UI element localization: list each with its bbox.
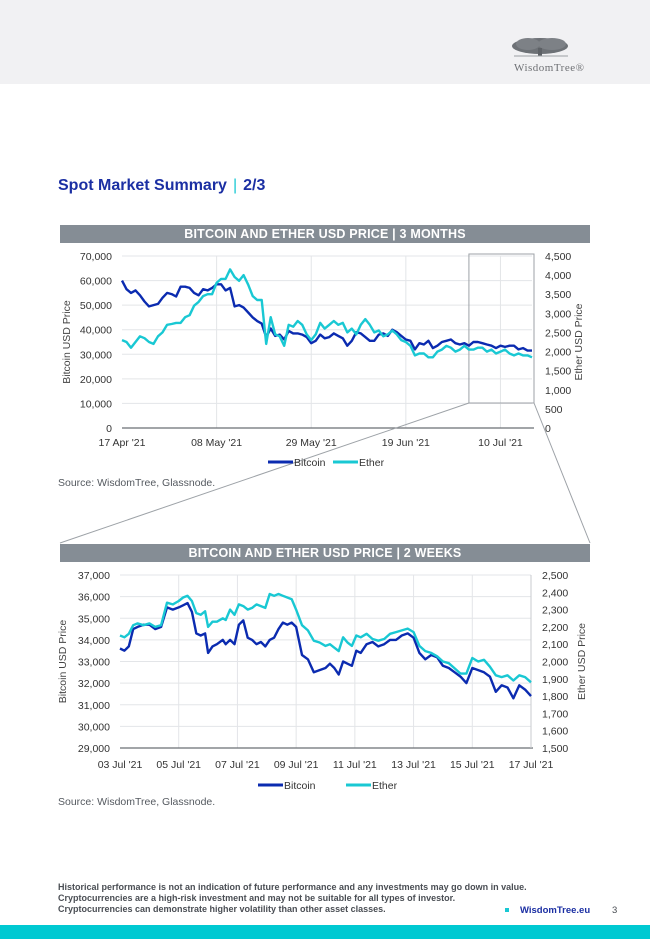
zoom-connector-left <box>59 402 470 544</box>
series-line-ether <box>119 592 532 684</box>
footer-band <box>0 925 650 939</box>
y-tick-label: 40,000 <box>80 325 112 337</box>
y-tick-label: 10,000 <box>80 398 112 410</box>
y-tick-label: 20,000 <box>80 374 112 386</box>
legend-label-bitcoin: Bitcoin <box>284 780 316 792</box>
y-right-tick-label: 2,400 <box>542 587 568 599</box>
x-tick-label: 17 Apr '21 <box>99 437 146 449</box>
chart1-source: Source: WisdomTree, Glassnode. <box>58 477 216 489</box>
zoom-connector-right <box>533 402 591 544</box>
y-right-tick-label: 0 <box>545 423 551 435</box>
y-tick-label: 0 <box>106 423 112 435</box>
y-tick-label: 35,000 <box>78 613 110 625</box>
zoom-region-box <box>468 253 535 404</box>
disclaimer-line: Cryptocurrencies can demonstrate higher … <box>58 904 386 914</box>
y-tick-label: 70,000 <box>80 251 112 263</box>
x-tick-label: 19 Jun '21 <box>382 437 430 449</box>
y-right-axis-title: Ether USD Price <box>573 303 585 380</box>
y-tick-label: 32,000 <box>78 678 110 690</box>
y-tick-label: 30,000 <box>80 349 112 361</box>
x-tick-label: 15 Jul '21 <box>450 759 495 771</box>
y-right-tick-label: 1,500 <box>542 743 568 755</box>
footer-bullet-icon <box>505 908 509 912</box>
x-tick-label: 29 May '21 <box>286 437 337 449</box>
y-right-tick-label: 2,200 <box>542 622 568 634</box>
y-axis-title: Bitcoin USD Price <box>57 620 69 704</box>
page-fraction: 2/3 <box>243 177 266 194</box>
y-tick-label: 37,000 <box>78 570 110 582</box>
y-right-tick-label: 2,100 <box>542 639 568 651</box>
x-tick-label: 03 Jul '21 <box>98 759 143 771</box>
y-right-tick-label: 3,000 <box>545 308 571 320</box>
wisdomtree-link[interactable]: WisdomTree.eu <box>520 905 591 916</box>
page-title-main: Spot Market Summary <box>58 177 227 194</box>
y-tick-label: 34,000 <box>78 635 110 647</box>
chart1-heading: BITCOIN AND ETHER USD PRICE | 3 MONTHS <box>60 225 590 243</box>
y-right-axis-title: Ether USD Price <box>576 623 588 700</box>
x-tick-label: 09 Jul '21 <box>274 759 319 771</box>
y-right-tick-label: 2,500 <box>542 570 568 582</box>
y-right-tick-label: 1,000 <box>545 385 571 397</box>
x-tick-label: 08 May '21 <box>191 437 242 449</box>
y-tick-label: 36,000 <box>78 592 110 604</box>
y-tick-label: 60,000 <box>80 276 112 288</box>
y-right-tick-label: 1,700 <box>542 708 568 720</box>
y-axis-title: Bitcoin USD Price <box>61 300 73 384</box>
x-tick-label: 17 Jul '21 <box>509 759 554 771</box>
y-right-tick-label: 3,500 <box>545 289 571 301</box>
page-number: 3 <box>612 905 618 916</box>
y-right-tick-label: 500 <box>545 404 563 416</box>
x-tick-label: 11 Jul '21 <box>333 759 377 771</box>
tree-icon <box>512 38 568 57</box>
y-right-tick-label: 4,000 <box>545 270 571 282</box>
title-separator: | <box>232 177 238 194</box>
y-right-tick-label: 4,500 <box>545 251 571 263</box>
y-right-tick-label: 1,500 <box>545 366 571 378</box>
logo-text: WisdomTree® <box>514 62 585 74</box>
y-right-tick-label: 1,800 <box>542 691 568 703</box>
y-tick-label: 50,000 <box>80 300 112 312</box>
series-line-bitcoin <box>120 280 532 352</box>
disclaimer-line: Historical performance is not an indicat… <box>58 882 527 892</box>
legend-label-bitcoin: Bitcoin <box>294 457 326 469</box>
y-tick-label: 29,000 <box>78 743 110 755</box>
y-tick-label: 33,000 <box>78 657 110 669</box>
legend-label-ether: Ether <box>359 457 385 469</box>
x-tick-label: 13 Jul '21 <box>391 759 436 771</box>
y-right-tick-label: 2,000 <box>542 657 568 669</box>
disclaimer: Historical performance is not an indicat… <box>58 882 527 915</box>
y-tick-label: 31,000 <box>78 700 110 712</box>
y-right-tick-label: 2,500 <box>545 327 571 339</box>
y-right-tick-label: 1,900 <box>542 674 568 686</box>
y-right-tick-label: 1,600 <box>542 726 568 738</box>
x-tick-label: 10 Jul '21 <box>478 437 523 449</box>
legend-label-ether: Ether <box>372 780 398 792</box>
x-tick-label: 05 Jul '21 <box>156 759 201 771</box>
series-line-ether <box>121 268 533 359</box>
series-line-bitcoin <box>119 601 532 700</box>
chart2-heading: BITCOIN AND ETHER USD PRICE | 2 WEEKS <box>60 544 590 562</box>
y-tick-label: 30,000 <box>78 721 110 733</box>
disclaimer-line: Cryptocurrencies are a high-risk investm… <box>58 893 456 903</box>
y-right-tick-label: 2,300 <box>542 605 568 617</box>
x-tick-label: 07 Jul '21 <box>215 759 260 771</box>
chart2-source: Source: WisdomTree, Glassnode. <box>58 796 216 808</box>
page-title: Spot Market Summary | 2/3 <box>58 177 265 195</box>
y-right-tick-label: 2,000 <box>545 347 571 359</box>
